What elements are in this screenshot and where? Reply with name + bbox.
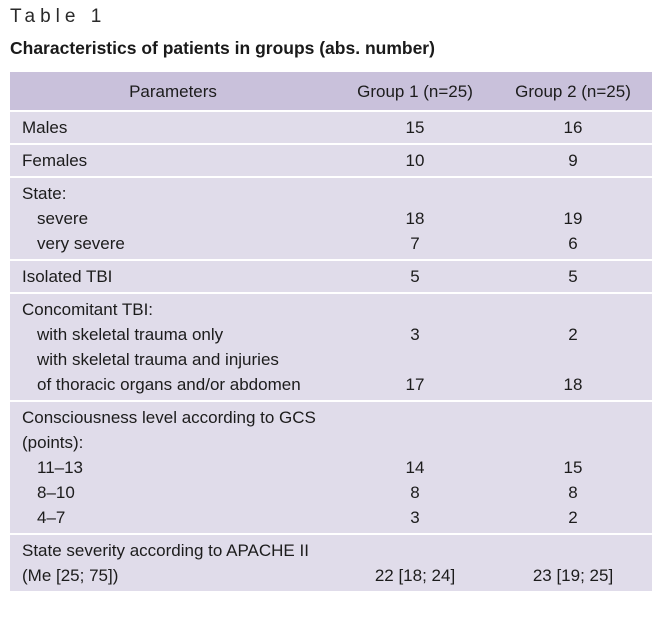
value-cell: 5 (568, 267, 578, 286)
patient-characteristics-table: Parameters Group 1 (n=25) Group 2 (n=25)… (10, 72, 652, 591)
param-line: Concomitant TBI: (22, 300, 154, 319)
header-group-1: Group 1 (n=25) (336, 72, 494, 112)
value-cell: 2 (568, 325, 578, 344)
value-cell: 14 (405, 458, 425, 477)
param-line: Consciousness level according to GCS (22, 408, 316, 427)
param-line: Females (22, 151, 88, 170)
row-state-g1: 18 7 (336, 177, 494, 260)
value-cell: 22 [18; 24] (374, 566, 456, 585)
value-cell (336, 297, 494, 322)
value-cell (494, 405, 652, 430)
row-males-g2: 16 (494, 111, 652, 144)
param-line: State severity according to APACHE II (22, 541, 309, 560)
value-cell: 9 (568, 151, 578, 170)
param-line: 11–13 (37, 458, 84, 477)
table-row: State severity according to APACHE II (M… (10, 534, 652, 591)
param-line: 4–7 (37, 508, 66, 527)
value-cell: 7 (410, 234, 420, 253)
value-cell: 15 (563, 458, 583, 477)
value-cell: 3 (410, 325, 420, 344)
value-cell: 23 [19; 25] (532, 566, 614, 585)
row-females-param: Females (10, 144, 336, 177)
param-line: very severe (37, 234, 125, 253)
row-gcs-g2: 15 8 2 (494, 401, 652, 534)
row-isolated-g2: 5 (494, 260, 652, 293)
table-row: Concomitant TBI: with skeletal trauma on… (10, 293, 652, 401)
param-line: with skeletal trauma and injuries (37, 350, 279, 369)
param-line: 8–10 (37, 483, 75, 502)
value-cell (494, 181, 652, 206)
table-row: State: severe very severe 18 7 19 6 (10, 177, 652, 260)
value-cell (494, 347, 652, 372)
value-cell (336, 347, 494, 372)
row-isolated-param: Isolated TBI (10, 260, 336, 293)
param-line: Males (22, 118, 68, 137)
value-cell: 8 (568, 483, 578, 502)
table-header-row: Parameters Group 1 (n=25) Group 2 (n=25) (10, 72, 652, 112)
value-cell (494, 538, 652, 563)
value-cell (336, 181, 494, 206)
value-cell (336, 430, 494, 455)
header-group-2: Group 2 (n=25) (494, 72, 652, 112)
value-cell: 17 (405, 375, 425, 394)
row-concomitant-g2: 2 18 (494, 293, 652, 401)
value-cell: 3 (410, 508, 420, 527)
value-cell: 18 (563, 375, 583, 394)
value-cell: 5 (410, 267, 420, 286)
table-caption: Characteristics of patients in groups (a… (10, 38, 435, 58)
value-cell (336, 405, 494, 430)
row-isolated-g1: 5 (336, 260, 494, 293)
row-state-param: State: severe very severe (10, 177, 336, 260)
table-row: Consciousness level according to GCS (po… (10, 401, 652, 534)
row-concomitant-g1: 3 17 (336, 293, 494, 401)
row-apache-g2: 23 [19; 25] (494, 534, 652, 591)
param-line: severe (37, 209, 89, 228)
row-females-g2: 9 (494, 144, 652, 177)
param-line: with skeletal trauma only (37, 325, 224, 344)
value-cell: 6 (568, 234, 578, 253)
table-number-label: Table 1 (10, 6, 107, 27)
row-gcs-param: Consciousness level according to GCS (po… (10, 401, 336, 534)
param-line: Isolated TBI (22, 267, 113, 286)
value-cell (494, 297, 652, 322)
value-cell: 16 (563, 118, 583, 137)
row-apache-g1: 22 [18; 24] (336, 534, 494, 591)
param-line: State: (22, 184, 67, 203)
value-cell (336, 538, 494, 563)
value-cell (494, 430, 652, 455)
value-cell: 8 (410, 483, 420, 502)
value-cell: 10 (405, 151, 425, 170)
param-line: (points): (22, 433, 84, 452)
row-state-g2: 19 6 (494, 177, 652, 260)
param-line: of thoracic organs and/or abdomen (37, 375, 301, 394)
table-row: Males 15 16 (10, 111, 652, 144)
row-males-g1: 15 (336, 111, 494, 144)
value-cell: 2 (568, 508, 578, 527)
param-line: (Me [25; 75]) (22, 566, 119, 585)
value-cell: 19 (563, 209, 583, 228)
value-cell: 15 (405, 118, 425, 137)
row-females-g1: 10 (336, 144, 494, 177)
header-parameters: Parameters (10, 72, 336, 112)
table-row: Isolated TBI 5 5 (10, 260, 652, 293)
row-concomitant-param: Concomitant TBI: with skeletal trauma on… (10, 293, 336, 401)
row-gcs-g1: 14 8 3 (336, 401, 494, 534)
value-cell: 18 (405, 209, 425, 228)
table-row: Females 10 9 (10, 144, 652, 177)
row-males-param: Males (10, 111, 336, 144)
row-apache-param: State severity according to APACHE II (M… (10, 534, 336, 591)
